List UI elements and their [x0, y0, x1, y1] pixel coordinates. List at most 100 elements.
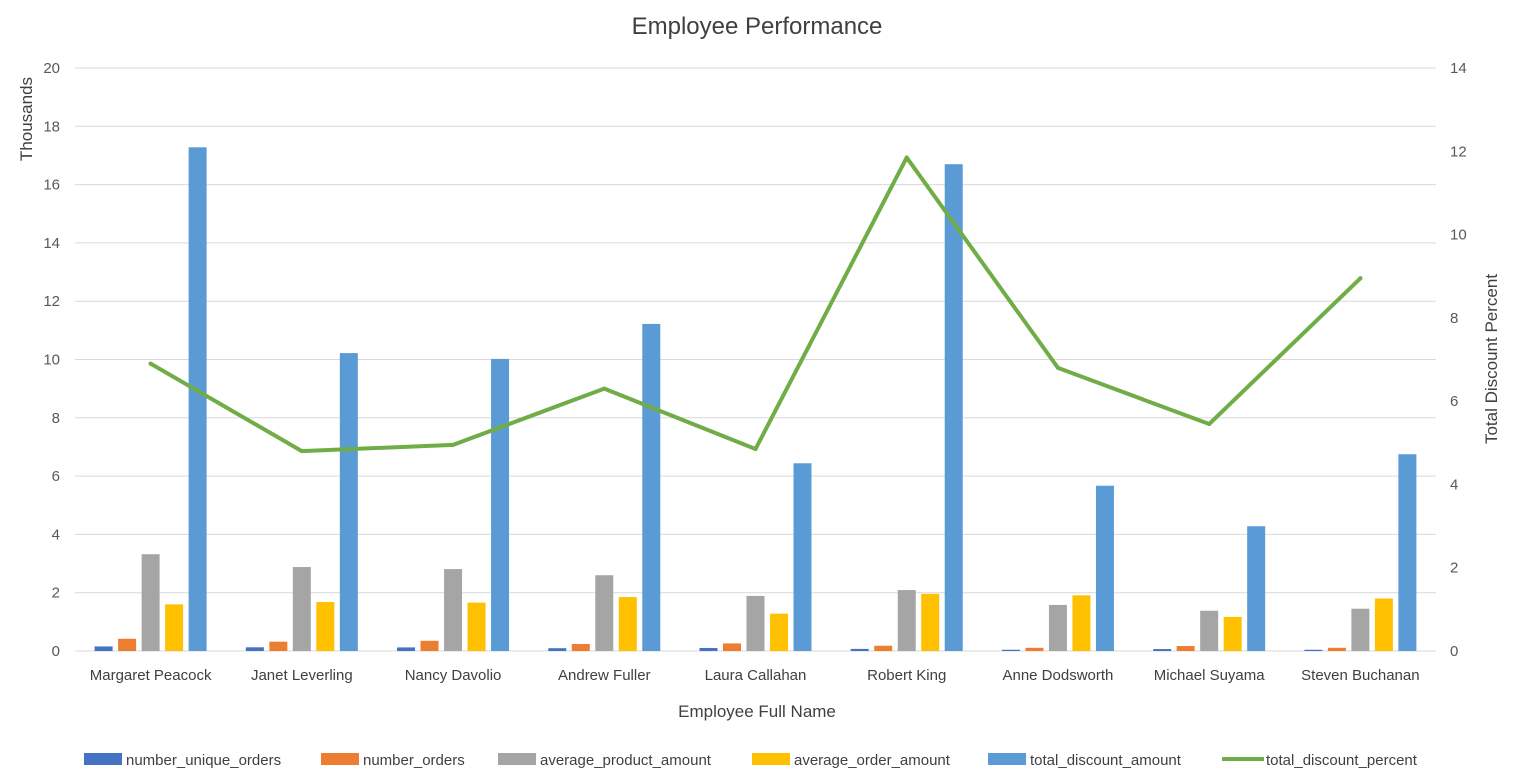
category-label: Janet Leverling [251, 667, 353, 684]
legend-label: average_product_amount [540, 752, 712, 769]
category-label: Michael Suyama [1154, 667, 1266, 684]
bar-average_order_amount [1072, 595, 1091, 651]
bar-average_order_amount [618, 597, 637, 651]
bar-total_discount_amount [1247, 526, 1266, 651]
category-labels: Margaret Peacock Janet Leverling Nancy Dav… [90, 667, 1420, 684]
bar-number_unique_orders [699, 647, 718, 651]
bar-number_orders [571, 644, 590, 651]
bar-total_discount_amount [944, 164, 963, 651]
legend-swatch [84, 753, 122, 765]
bar-number_orders [118, 638, 137, 651]
bar-average_product_amount [444, 569, 463, 651]
point-total_discount_percent [1207, 422, 1212, 427]
category-label: Margaret Peacock [90, 667, 212, 684]
point-total_discount_percent [451, 442, 456, 447]
bar-number_unique_orders [548, 648, 567, 651]
category-label: Robert King [867, 667, 946, 684]
y2-tick-label: 12 [1450, 143, 1467, 160]
point-total_discount_percent [904, 155, 909, 160]
bar-number_orders [1327, 647, 1346, 651]
bar-number_unique_orders [245, 647, 264, 651]
y-tick-label: 6 [52, 468, 60, 485]
y-tick-label: 12 [43, 293, 60, 310]
y-tick-label: 2 [52, 585, 60, 602]
y2-tick-label: 4 [1450, 476, 1458, 493]
bar-average_order_amount [770, 613, 788, 651]
y-tick-label: 18 [43, 118, 60, 135]
bar-total_discount_amount [188, 147, 207, 651]
bar-average_product_amount [897, 590, 916, 651]
bar-number_orders [1176, 646, 1195, 651]
bar-average_order_amount [1374, 598, 1393, 651]
bar-number_unique_orders [397, 647, 416, 651]
bar-average_product_amount [1048, 604, 1067, 651]
bar-number_unique_orders [1153, 649, 1172, 651]
legend-label: total_discount_amount [1030, 752, 1182, 769]
legend-label: total_discount_percent [1266, 752, 1418, 769]
legend-swatch [752, 753, 790, 765]
bar-average_product_amount [1351, 608, 1370, 651]
y2-tick-label: 6 [1450, 393, 1458, 410]
line-series [148, 155, 1363, 454]
bar-total_discount_amount [1095, 485, 1114, 651]
bar-number_orders [723, 643, 741, 651]
bar-total_discount_amount [793, 463, 812, 651]
y2-tick-label: 8 [1450, 310, 1458, 327]
bar-average_product_amount [141, 554, 160, 651]
y-tick-label: 0 [52, 643, 60, 660]
y2-axis-title: Total Discount Percent [1482, 274, 1501, 444]
y-tick-label: 14 [43, 235, 60, 252]
bar-average_order_amount [467, 602, 486, 651]
bar-average_product_amount [1200, 610, 1219, 651]
bar-number_orders [1025, 647, 1044, 651]
category-label: Steven Buchanan [1301, 667, 1419, 684]
y2-tick-label: 2 [1450, 560, 1458, 577]
chart-title: Employee Performance [632, 13, 883, 40]
bar-number_orders [874, 645, 893, 651]
bar-average_product_amount [595, 575, 614, 651]
point-total_discount_percent [602, 386, 607, 391]
left-axis-ticks: 0 2 4 6 8 10 12 14 16 18 20 [43, 60, 60, 660]
y-tick-label: 16 [43, 177, 60, 194]
point-total_discount_percent [753, 447, 758, 452]
bar-average_product_amount [746, 595, 765, 651]
y2-tick-label: 0 [1450, 643, 1458, 660]
category-label: Anne Dodsworth [1002, 667, 1113, 684]
point-total_discount_percent [148, 361, 153, 366]
legend-swatch [321, 753, 359, 765]
gridlines [75, 67, 1436, 652]
legend: number_unique_orders number_orders average… [84, 752, 1418, 769]
y-tick-label: 4 [52, 526, 60, 543]
bar-number_orders [420, 640, 439, 651]
bar-number_unique_orders [1001, 649, 1020, 651]
bar-average_order_amount [165, 604, 184, 651]
bar-number_orders [269, 641, 288, 651]
point-total_discount_percent [1055, 365, 1060, 370]
right-axis-ticks: 0 2 4 6 8 10 12 14 [1450, 60, 1467, 660]
bar-average_order_amount [921, 593, 940, 651]
legend-label: number_unique_orders [126, 752, 281, 769]
line-total_discount_percent [148, 155, 1363, 454]
y-tick-label: 20 [43, 60, 60, 77]
bar-average_order_amount [1223, 616, 1242, 651]
category-label: Laura Callahan [705, 667, 807, 684]
bar-average_product_amount [292, 567, 311, 651]
category-label: Nancy Davolio [405, 667, 502, 684]
bar-number_unique_orders [850, 648, 869, 651]
bar-total_discount_amount [1398, 454, 1417, 651]
bar-number_unique_orders [94, 646, 113, 651]
x-axis-title: Employee Full Name [678, 702, 836, 721]
bar-average_order_amount [316, 602, 335, 651]
legend-label: average_order_amount [794, 752, 951, 769]
category-label: Andrew Fuller [558, 667, 651, 684]
y-tick-label: 8 [52, 410, 60, 427]
y2-tick-label: 14 [1450, 60, 1467, 77]
bar-total_discount_amount [642, 323, 661, 651]
bar-total_discount_amount [339, 353, 358, 651]
legend-label: number_orders [363, 752, 465, 769]
y-tick-label: 10 [43, 352, 60, 369]
point-total_discount_percent [299, 449, 304, 454]
legend-swatch [988, 753, 1026, 765]
point-total_discount_percent [1358, 276, 1363, 281]
